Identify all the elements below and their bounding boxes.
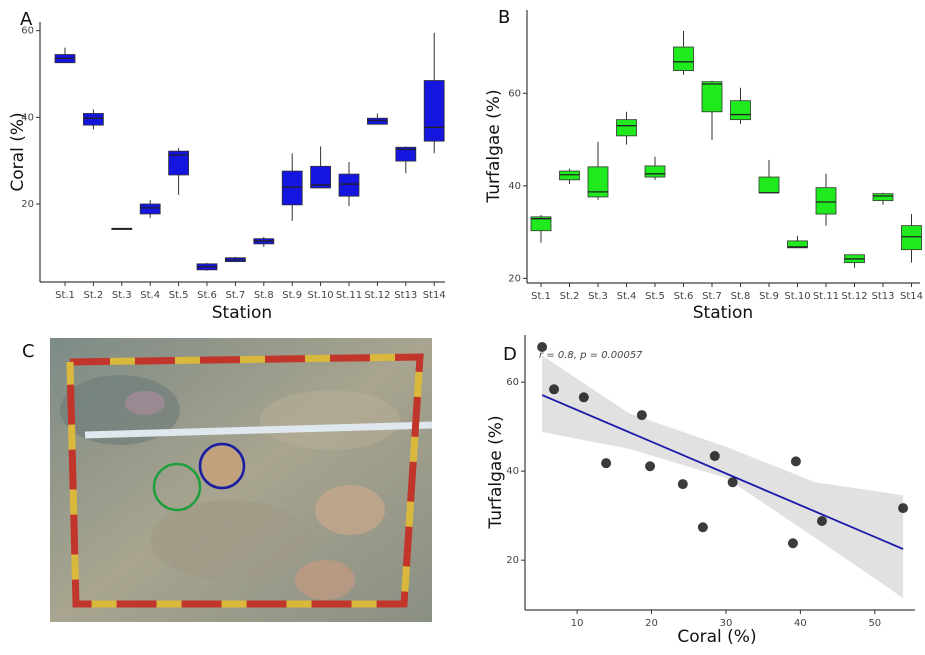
point [579,392,589,402]
x-tick-label: 30 [720,618,733,629]
coral [315,485,385,535]
y-tick-label: 20 [21,199,34,210]
x-tick-label: St.12 [841,291,867,302]
x-tick-label: St.11 [813,291,839,302]
x-tick-label: St.3 [112,290,132,301]
point [791,456,801,466]
x-axis-title: Station [693,303,753,323]
point [645,461,655,471]
x-axis-title: Station [212,303,272,323]
point [549,384,559,394]
x-tick-label: St.3 [588,291,608,302]
point [788,538,798,548]
x-tick-label: St.9 [282,290,302,301]
point [898,503,908,513]
point [678,479,688,489]
x-tick-label: St.10 [784,291,810,302]
point [698,522,708,532]
box [339,174,359,196]
confidence-band [542,355,903,598]
point [637,410,647,420]
point [728,477,738,487]
y-tick-label: 60 [508,88,521,99]
y-tick-label: 60 [21,26,34,37]
panel-label: C [22,341,35,362]
x-tick-label: St.6 [674,291,694,302]
y-axis-title: Turfalgae (%) [484,89,504,203]
box [902,226,922,250]
box [759,177,779,193]
coral [295,560,355,600]
panel-label: D [503,344,517,365]
x-tick-label: 40 [794,618,807,629]
box [424,81,444,142]
x-tick-label: St.2 [560,291,580,302]
y-tick-label: 40 [506,466,519,477]
x-tick-label: St.6 [197,290,217,301]
x-tick-label: St.8 [254,290,274,301]
y-tick-label: 20 [508,273,521,284]
x-tick-label: 20 [645,618,658,629]
regression-line [542,395,903,549]
y-tick-label: 60 [506,377,519,388]
x-tick-label: St.12 [364,290,390,301]
point [601,458,611,468]
box [140,204,160,214]
x-tick-label: St.5 [645,291,665,302]
box [83,113,103,125]
coral [125,391,165,415]
y-tick-label: 40 [508,181,521,192]
box [617,120,637,136]
x-tick-label: St.8 [731,291,751,302]
x-tick-label: St13 [394,290,417,301]
x-tick-label: 50 [868,618,881,629]
x-tick-label: St.10 [308,290,334,301]
coral [202,446,242,486]
x-tick-label: St.5 [169,290,189,301]
figure: C ACoral (%)Station204060St.1St.2St.3St.… [0,0,925,651]
x-tick-label: St.11 [336,290,362,301]
box [674,47,694,71]
point [710,451,720,461]
x-tick-label: 10 [571,618,584,629]
x-tick-label: St.7 [702,291,722,302]
y-axis-title: Coral (%) [8,112,28,191]
x-tick-label: St.4 [617,291,637,302]
point [817,516,827,526]
box [645,166,665,177]
x-tick-label: St13 [872,291,895,302]
y-tick-label: 40 [21,112,34,123]
x-axis-title: Coral (%) [677,627,756,647]
x-tick-label: St.1 [55,290,75,301]
box [816,188,836,214]
box [702,82,722,112]
y-axis-title: Turfalgae (%) [486,415,506,529]
x-tick-label: St.7 [225,290,245,301]
rock [260,390,400,450]
photo: C [22,338,432,622]
x-tick-label: St.2 [83,290,103,301]
annotation: r = 0.8, p = 0.00057 [539,350,643,361]
x-tick-label: St.9 [759,291,779,302]
x-tick-label: St.1 [531,291,551,302]
box [731,101,751,120]
box [560,171,580,180]
x-tick-label: St14 [900,291,923,302]
panel-label: B [498,7,510,28]
x-tick-label: St14 [423,290,446,301]
x-tick-label: St.4 [140,290,160,301]
box [873,194,893,201]
rock [150,500,310,580]
box [367,118,387,124]
box [282,171,302,205]
y-tick-label: 20 [506,555,519,566]
